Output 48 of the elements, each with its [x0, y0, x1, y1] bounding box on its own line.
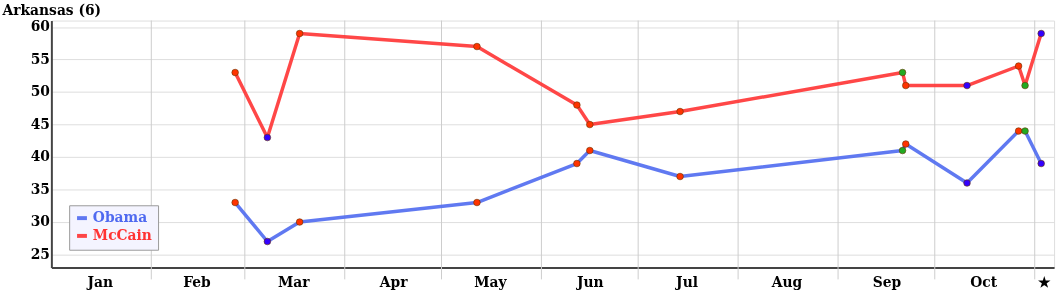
point	[1037, 29, 1045, 38]
y-tick-label: 50	[30, 83, 50, 100]
point	[1014, 62, 1023, 70]
point	[1021, 127, 1029, 135]
point	[573, 159, 581, 168]
point	[963, 81, 971, 90]
y-tick-label: 35	[30, 180, 50, 197]
x-tick-label: Mar	[277, 273, 311, 290]
point	[231, 198, 239, 207]
x-tick-label: Apr	[378, 273, 409, 290]
point	[263, 133, 271, 142]
legend-label: Obama	[92, 209, 148, 226]
y-tick-label: 60	[30, 18, 50, 35]
point	[1021, 81, 1029, 90]
point	[296, 218, 304, 226]
point	[1014, 127, 1023, 135]
y-tick-label: 45	[30, 115, 50, 132]
x-tick-label: Aug	[770, 273, 803, 290]
point	[586, 146, 594, 155]
x-tick-label: Jun	[574, 273, 604, 290]
x-tick-label: Sep	[872, 273, 902, 290]
point	[586, 120, 594, 129]
point	[902, 140, 910, 148]
x-tick-label: ★	[1038, 273, 1052, 290]
point	[898, 146, 907, 155]
point	[898, 68, 907, 77]
point	[963, 179, 971, 187]
x-tick-label: Feb	[183, 273, 212, 290]
point	[263, 237, 271, 246]
point	[473, 198, 481, 207]
point	[296, 29, 304, 38]
point	[676, 172, 684, 181]
y-tick-label: 55	[30, 50, 50, 67]
x-tick-label: Jul	[674, 273, 698, 290]
chart-title: Arkansas (6)	[1, 2, 102, 19]
y-tick-label: 40	[30, 148, 50, 165]
x-tick-label: Oct	[970, 273, 998, 290]
y-tick-label: 25	[30, 245, 50, 262]
y-tick-label: 30	[30, 213, 50, 230]
legend-label: McCain	[92, 226, 152, 243]
point	[231, 68, 239, 77]
point	[473, 42, 481, 51]
x-tick-label: May	[474, 273, 508, 290]
point	[902, 81, 910, 90]
x-tick-label: Jan	[85, 273, 114, 290]
point	[1037, 159, 1045, 168]
point	[676, 107, 684, 116]
point	[573, 101, 581, 109]
